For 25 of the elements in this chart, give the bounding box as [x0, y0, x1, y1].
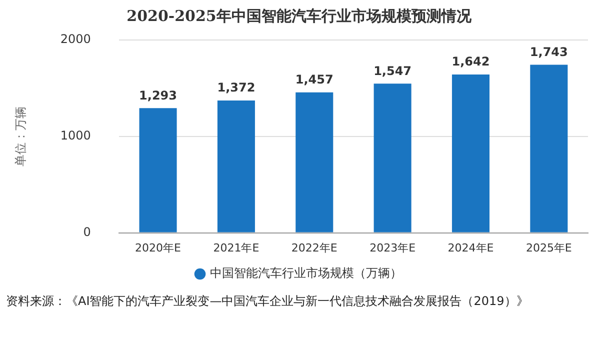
x-tick-label: 2021年E	[213, 241, 260, 254]
bar	[374, 84, 412, 232]
data-label: 1,372	[217, 80, 256, 95]
bar	[452, 74, 490, 232]
text: 资料来源：《AI智能下的汽车产业裂变—中国汽车企业与新一代信息技术融合发展报告（2019）》	[6, 293, 528, 310]
y-tick-label: 1000	[60, 128, 91, 143]
chart-title: 2020-2025年中国智能汽车行业市场规模预测情况	[126, 6, 472, 25]
bar	[139, 108, 177, 232]
legend-label: 中国智能汽车行业市场规模（万辆）	[210, 266, 402, 280]
x-tick-label: 2024年E	[448, 241, 494, 254]
x-tick-label: 2022年E	[291, 241, 338, 254]
bar	[217, 100, 255, 232]
data-label: 1,642	[452, 54, 490, 69]
y-tick-label: 0	[83, 224, 91, 239]
y-tick-label: 2000	[60, 32, 91, 46]
x-tick-label: 2020年E	[135, 241, 182, 254]
x-tick-label: 2025年E	[526, 241, 572, 254]
x-tick-label: 2023年E	[370, 241, 416, 254]
bar	[296, 92, 334, 232]
data-label: 1,743	[530, 44, 568, 59]
data-label: 1,293	[139, 88, 178, 102]
y-axis-title: 单位：万辆	[13, 106, 28, 166]
bar	[530, 64, 568, 232]
data-label: 1,547	[374, 64, 412, 78]
data-label: 1,457	[295, 72, 334, 86]
